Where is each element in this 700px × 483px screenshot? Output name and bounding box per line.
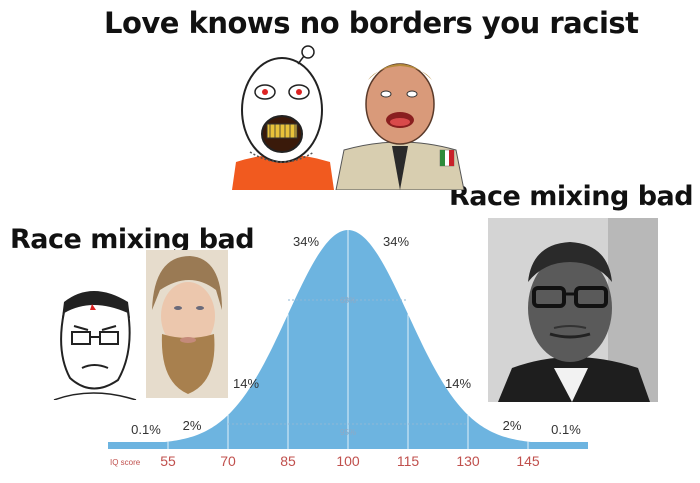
segment-percent-label: 34%	[293, 234, 319, 249]
x-axis-title: IQ score	[110, 458, 141, 467]
segment-percent-label: 2%	[183, 418, 202, 433]
segment-percent-label: 14%	[233, 376, 259, 391]
inner-label-68: 68%	[340, 296, 356, 305]
uniform-man-image	[335, 63, 465, 190]
x-tick-label: 85	[280, 453, 296, 469]
segment-percent-label: 2%	[503, 418, 522, 433]
bearded-man-image	[146, 250, 228, 398]
x-tick-label: 130	[456, 453, 480, 469]
bw-portrait-image	[488, 218, 658, 402]
x-tick-label: 55	[160, 453, 176, 469]
x-tick-label: 145	[516, 453, 540, 469]
caption-right: Race mixing bad	[449, 181, 694, 212]
inner-label-95: 95%	[340, 428, 356, 437]
x-tick-label: 115	[397, 453, 420, 469]
segment-percent-label: 0.1%	[551, 422, 581, 437]
segment-percent-label: 14%	[445, 376, 471, 391]
segment-percent-label: 34%	[383, 234, 409, 249]
wojak-orange-image	[232, 45, 334, 190]
x-tick-label: 100	[336, 453, 360, 469]
wojak-angry-image	[53, 291, 137, 400]
caption-top: Love knows no borders you racist	[104, 6, 639, 40]
caption-left: Race mixing bad	[10, 224, 255, 255]
x-tick-label: 70	[220, 453, 236, 469]
segment-percent-label: 0.1%	[131, 422, 161, 437]
